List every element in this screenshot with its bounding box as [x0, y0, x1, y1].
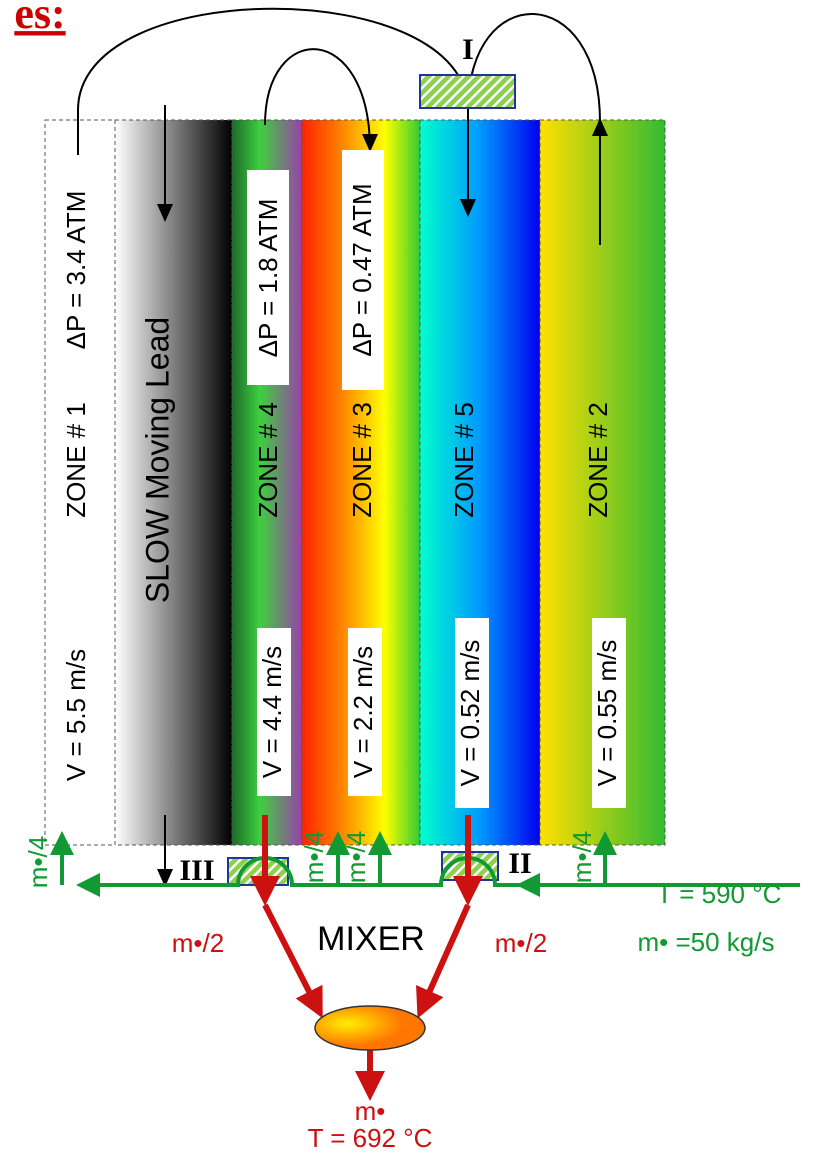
label-box [342, 150, 384, 390]
outlet-flow: m• [355, 1096, 386, 1126]
flow-arrow [264, 48, 378, 152]
valve [419, 74, 516, 109]
lead-label: SLOW Moving Lead [139, 317, 175, 603]
flow-arrow [77, 7, 476, 217]
flow-line [76, 856, 520, 897]
velocity: V = 0.52 m/s [455, 640, 485, 787]
lead-column [114, 119, 233, 846]
split-label: m•/4 [567, 831, 597, 883]
label-box [247, 170, 289, 385]
velocity: V = 4.4 m/s [257, 646, 287, 778]
pressure-drop: ΔP = 3.4 ATM [61, 191, 91, 350]
rotated-labels: SLOW Moving Lead ZONE # 1 ΔP = 3.4 ATM V… [61, 183, 622, 786]
label-box [348, 628, 382, 796]
label-box [592, 618, 626, 808]
flow-line [416, 903, 471, 1019]
velocity: V = 2.2 m/s [348, 646, 378, 778]
split-label: m•/4 [23, 836, 53, 888]
half-flow: m•/2 [495, 928, 547, 958]
pressure-drop: ΔP = 0.47 ATM [347, 183, 377, 356]
zone-label: ZONE # 1 [61, 402, 91, 518]
zone-column [44, 119, 116, 846]
mixer-label: MIXER [317, 920, 425, 958]
half-flow: m•/2 [172, 928, 224, 958]
zone-label: ZONE # 4 [253, 402, 283, 518]
title: es: [14, 0, 65, 38]
mixer [314, 1005, 426, 1051]
flow-line [262, 903, 323, 1019]
flow-arrow [467, 13, 601, 123]
velocity: V = 0.55 m/s [592, 640, 622, 787]
split-label: m•/4 [341, 831, 371, 883]
pressure-drop: ΔP = 1.8 ATM [253, 199, 283, 358]
label-box [257, 628, 291, 796]
label-box [455, 618, 489, 808]
valve-label: III [179, 854, 214, 887]
zone-label: ZONE # 2 [583, 402, 613, 518]
inlet-flow: m• =50 kg/s [638, 927, 775, 957]
velocity: V = 5.5 m/s [61, 649, 91, 781]
inlet-temperature: T = 590 °C [657, 879, 782, 909]
valve-label: II [508, 847, 531, 880]
outlet-temperature: T = 692 °C [308, 1123, 433, 1153]
valve-label: I [462, 33, 474, 66]
zone-label: ZONE # 5 [449, 402, 479, 518]
zone-label: ZONE # 3 [347, 402, 377, 518]
split-label: m•/4 [299, 831, 329, 883]
